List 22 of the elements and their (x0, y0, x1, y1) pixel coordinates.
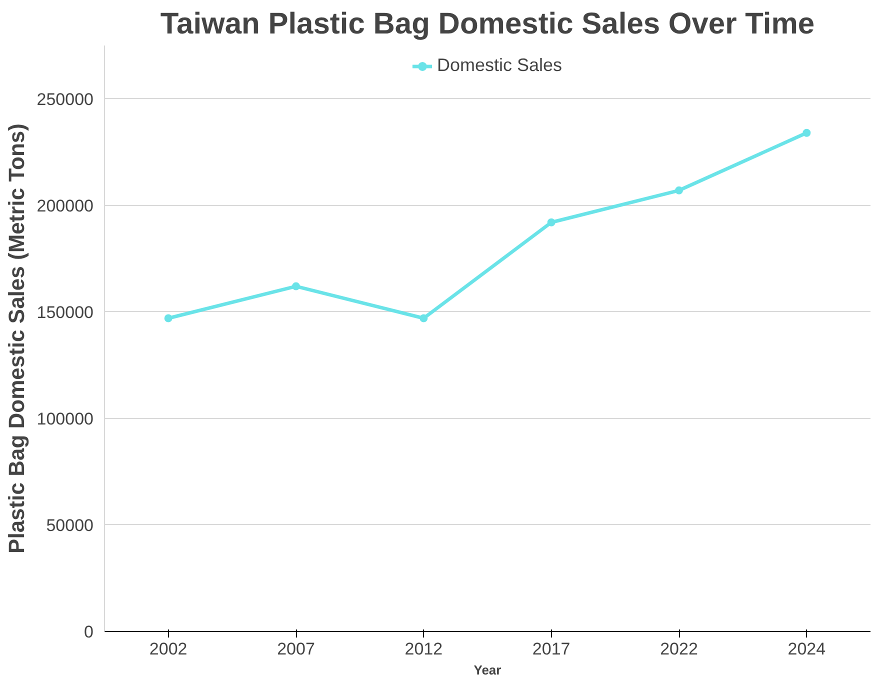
x-tick-label: 2017 (532, 640, 570, 658)
x-tick-label: 2022 (660, 640, 698, 658)
point (675, 186, 683, 194)
y-tick-label: 200000 (36, 196, 94, 216)
y-tick-label: 150000 (36, 302, 94, 322)
x-tick-label: 2002 (149, 640, 188, 658)
point (547, 218, 556, 226)
x-axis-title: Year (474, 662, 502, 678)
x-tick-label: 2024 (788, 640, 826, 658)
y-tick-label: 250000 (36, 90, 94, 109)
y-tick-label: 0 (84, 622, 94, 642)
y-tick-label: 100000 (36, 409, 94, 428)
point (420, 314, 428, 322)
point (802, 128, 811, 137)
x-tick-label: 2007 (277, 640, 315, 658)
x-tick-label: 2012 (404, 640, 443, 658)
point (164, 314, 172, 322)
y-tick-label: 50000 (46, 516, 94, 535)
point (292, 282, 300, 290)
legend-label: Domestic Sales (436, 55, 562, 76)
chart-title: Taiwan Plastic Bag Domestic Sales Over Time (160, 8, 815, 40)
y-axis-title: Plastic Bag Domestic Sales (Metric Tons) (4, 124, 29, 554)
